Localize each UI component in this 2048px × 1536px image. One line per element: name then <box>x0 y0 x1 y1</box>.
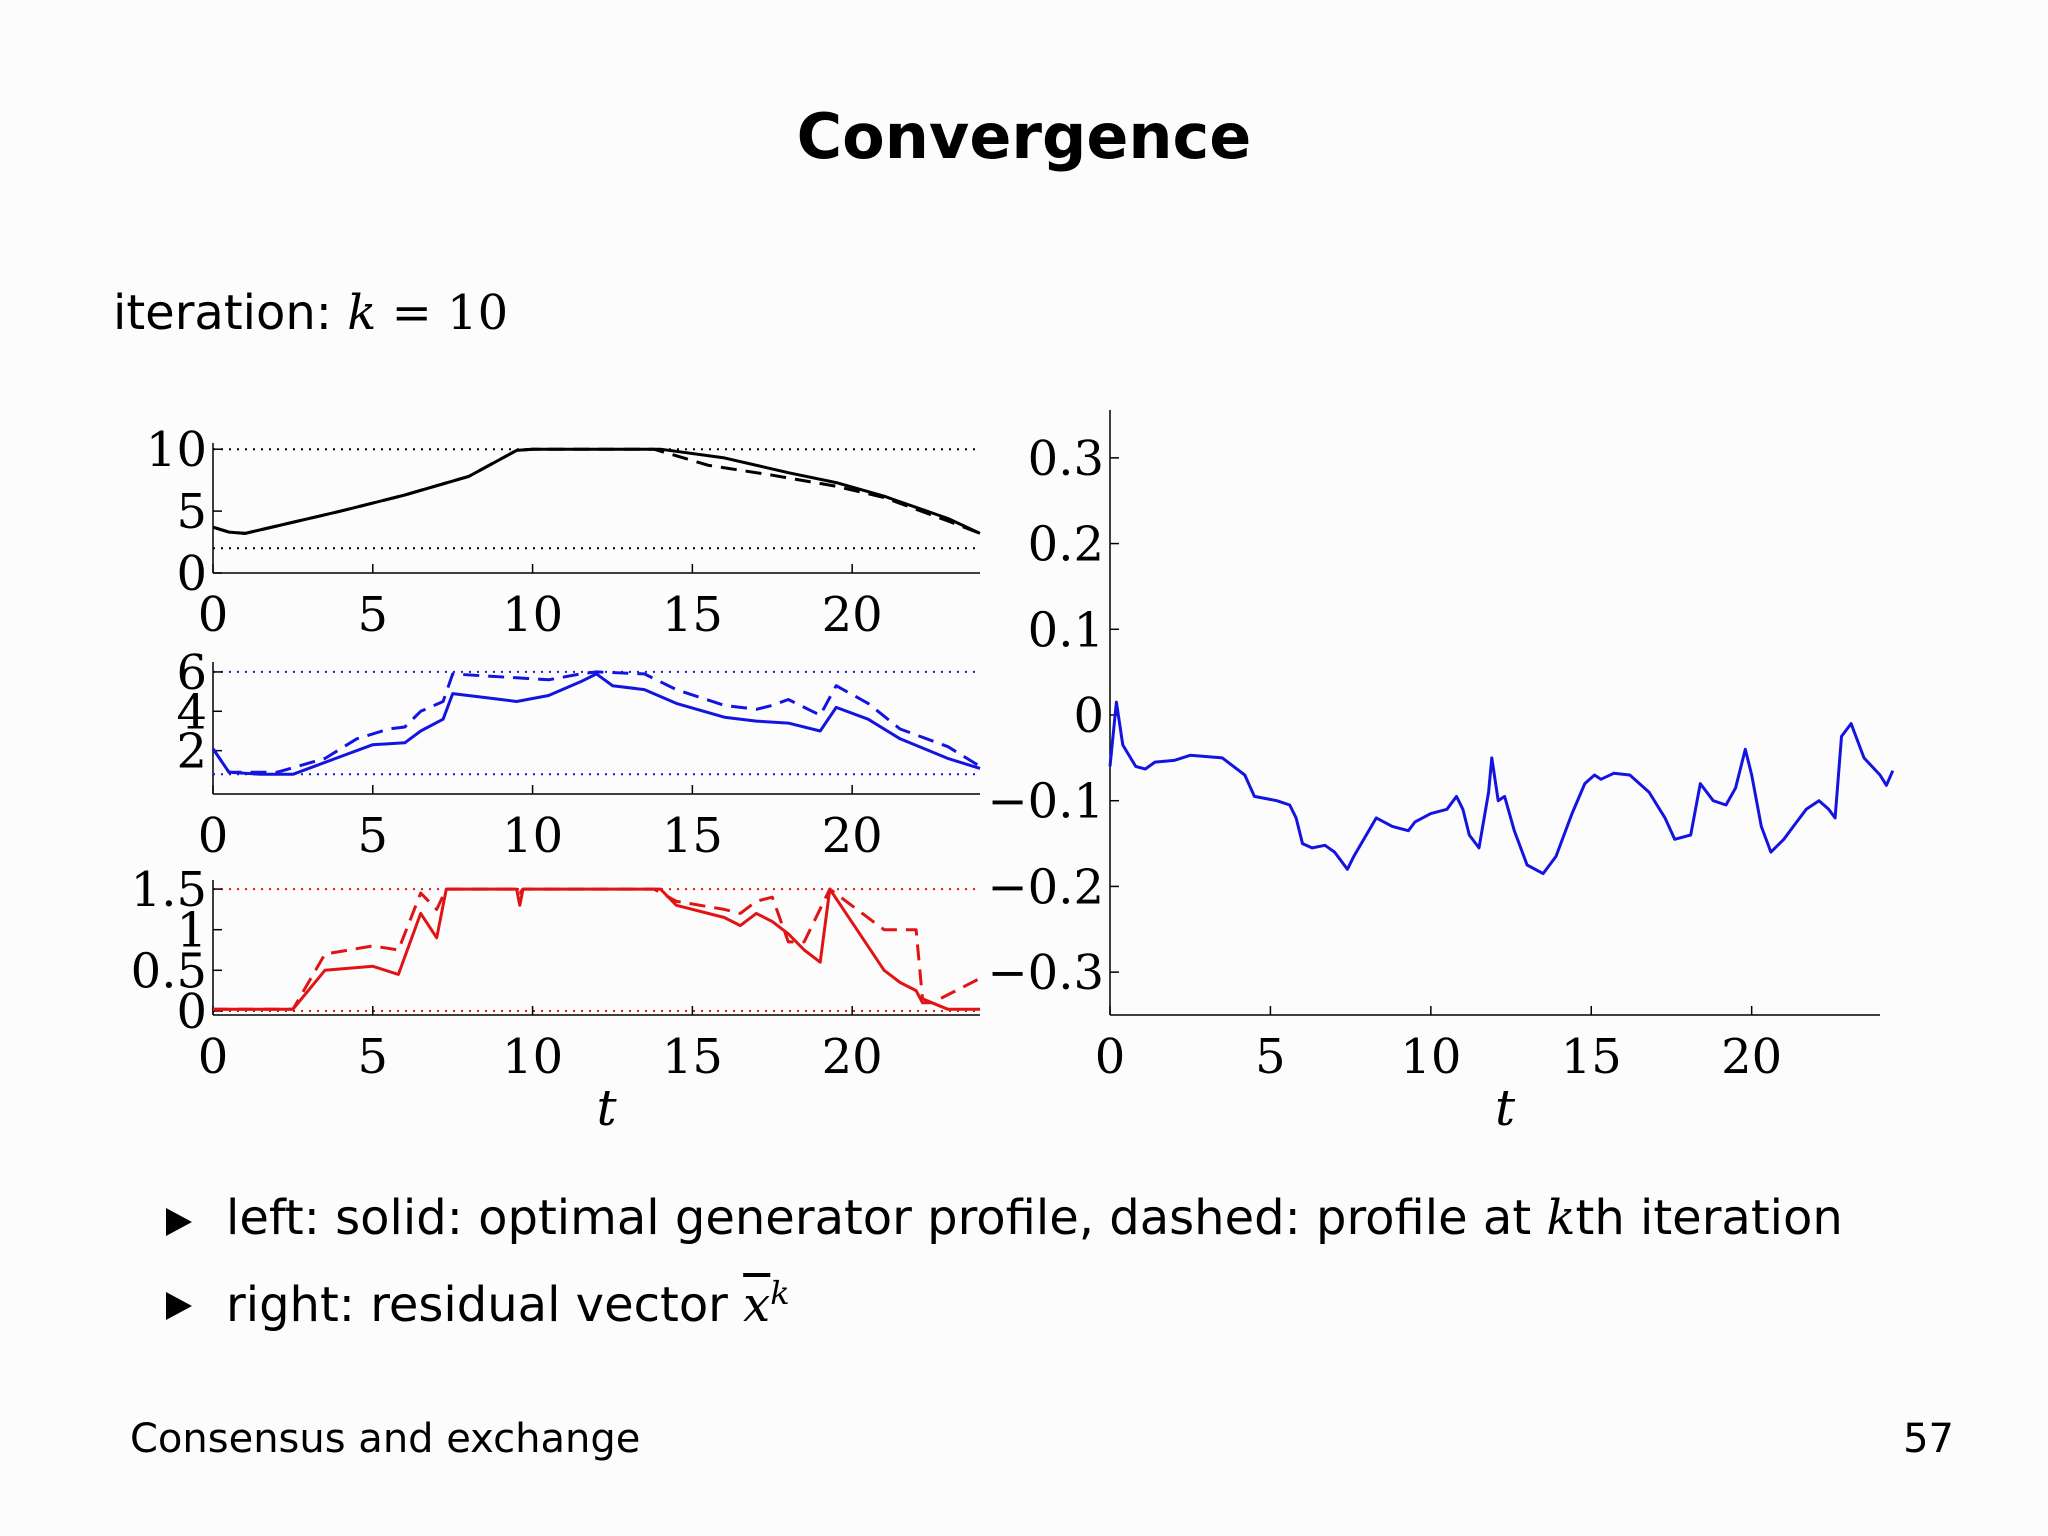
x-tick-label: 10 <box>502 587 563 643</box>
panel-right: 0 5 10 15 20 0.3 0.2 0.1 0 −0.1 −0.2 −0.3 t <box>987 410 1895 1137</box>
bullet-right-var: x <box>743 1277 771 1333</box>
bullet-right: right: residual vector xk <box>160 1274 1843 1358</box>
panel-top: 0 5 10 15 20 0 5 10 <box>146 422 981 643</box>
x-tick-label: 15 <box>662 1029 723 1085</box>
bullet-right-pre: right: residual vector <box>226 1277 744 1333</box>
slide-title: Convergence <box>796 100 1252 173</box>
iteration-text: iteration: <box>113 285 332 341</box>
x-tick-label: 20 <box>822 587 883 643</box>
bullet-left: left: solid: optimal generator profile, … <box>160 1190 1843 1274</box>
footer-section-title: Consensus and exchange <box>130 1416 641 1462</box>
iteration-label: iteration: k = 10 <box>113 285 508 341</box>
y-tick-label: 0.5 <box>131 943 207 999</box>
x-tick-label: 5 <box>358 1029 389 1085</box>
series-residual <box>1108 700 1895 876</box>
x-tick-label: 15 <box>662 808 723 864</box>
y-tick-label: 1.5 <box>131 862 207 918</box>
bullet-left-var: k <box>1546 1190 1576 1246</box>
x-tick-label: 0 <box>1095 1029 1126 1085</box>
x-tick-label: 10 <box>1400 1029 1461 1085</box>
y-tick-label: −0.2 <box>987 859 1104 915</box>
y-tick-label: 0.1 <box>1028 602 1104 658</box>
series-solid <box>212 447 981 535</box>
bullet-list: left: solid: optimal generator profile, … <box>160 1190 1843 1358</box>
bullet-right-sup: k <box>770 1274 790 1312</box>
bullet-left-post: th iteration <box>1575 1190 1843 1246</box>
x-tick-label: 15 <box>1561 1029 1622 1085</box>
y-tick-label: 1 <box>176 903 207 959</box>
y-tick-label: 0.2 <box>1028 517 1104 573</box>
x-tick-label: 0 <box>198 808 229 864</box>
y-tick-label: 0 <box>1073 688 1104 744</box>
y-tick-label: 4 <box>176 684 207 740</box>
x-axis-label: t <box>596 1079 617 1137</box>
x-tick-label: 5 <box>358 808 389 864</box>
y-tick-label: 0 <box>176 984 207 1040</box>
x-tick-label: 10 <box>502 808 563 864</box>
y-tick-label: 10 <box>146 422 207 478</box>
x-tick-label: 0 <box>198 587 229 643</box>
series-solid <box>211 672 981 776</box>
y-tick-label: −0.1 <box>987 774 1104 830</box>
x-axis-label: t <box>1495 1079 1516 1137</box>
x-tick-label: 0 <box>198 1029 229 1085</box>
x-tick-label: 10 <box>502 1029 563 1085</box>
y-tick-label: 2 <box>176 724 207 780</box>
y-tick-label: 0.3 <box>1028 431 1104 487</box>
bullet-triangle-icon <box>166 1292 192 1320</box>
panel-middle: 0 5 10 15 20 246 <box>176 645 981 864</box>
x-tick-label: 20 <box>1721 1029 1782 1085</box>
x-tick-label: 5 <box>1255 1029 1286 1085</box>
bullet-triangle-icon <box>166 1208 192 1236</box>
series-solid <box>213 887 980 1011</box>
y-tick-label: 6 <box>176 645 207 701</box>
x-tick-label: 5 <box>358 587 389 643</box>
series-dashed <box>211 670 981 774</box>
y-tick-label: 5 <box>176 484 207 540</box>
y-tick-label: −0.3 <box>987 945 1104 1001</box>
page-number: 57 <box>1903 1416 1954 1462</box>
series-dashed <box>212 447 981 535</box>
y-tick-label: 0 <box>176 546 207 602</box>
iteration-value: = 10 <box>391 285 509 341</box>
iteration-equation: k = 10 <box>347 285 508 341</box>
iteration-var: k <box>347 285 377 341</box>
bullet-left-pre: left: solid: optimal generator profile, … <box>226 1190 1547 1246</box>
x-tick-label: 20 <box>822 808 883 864</box>
series-dashed <box>213 887 981 1011</box>
x-tick-label: 20 <box>822 1029 883 1085</box>
x-tick-label: 15 <box>662 587 723 643</box>
